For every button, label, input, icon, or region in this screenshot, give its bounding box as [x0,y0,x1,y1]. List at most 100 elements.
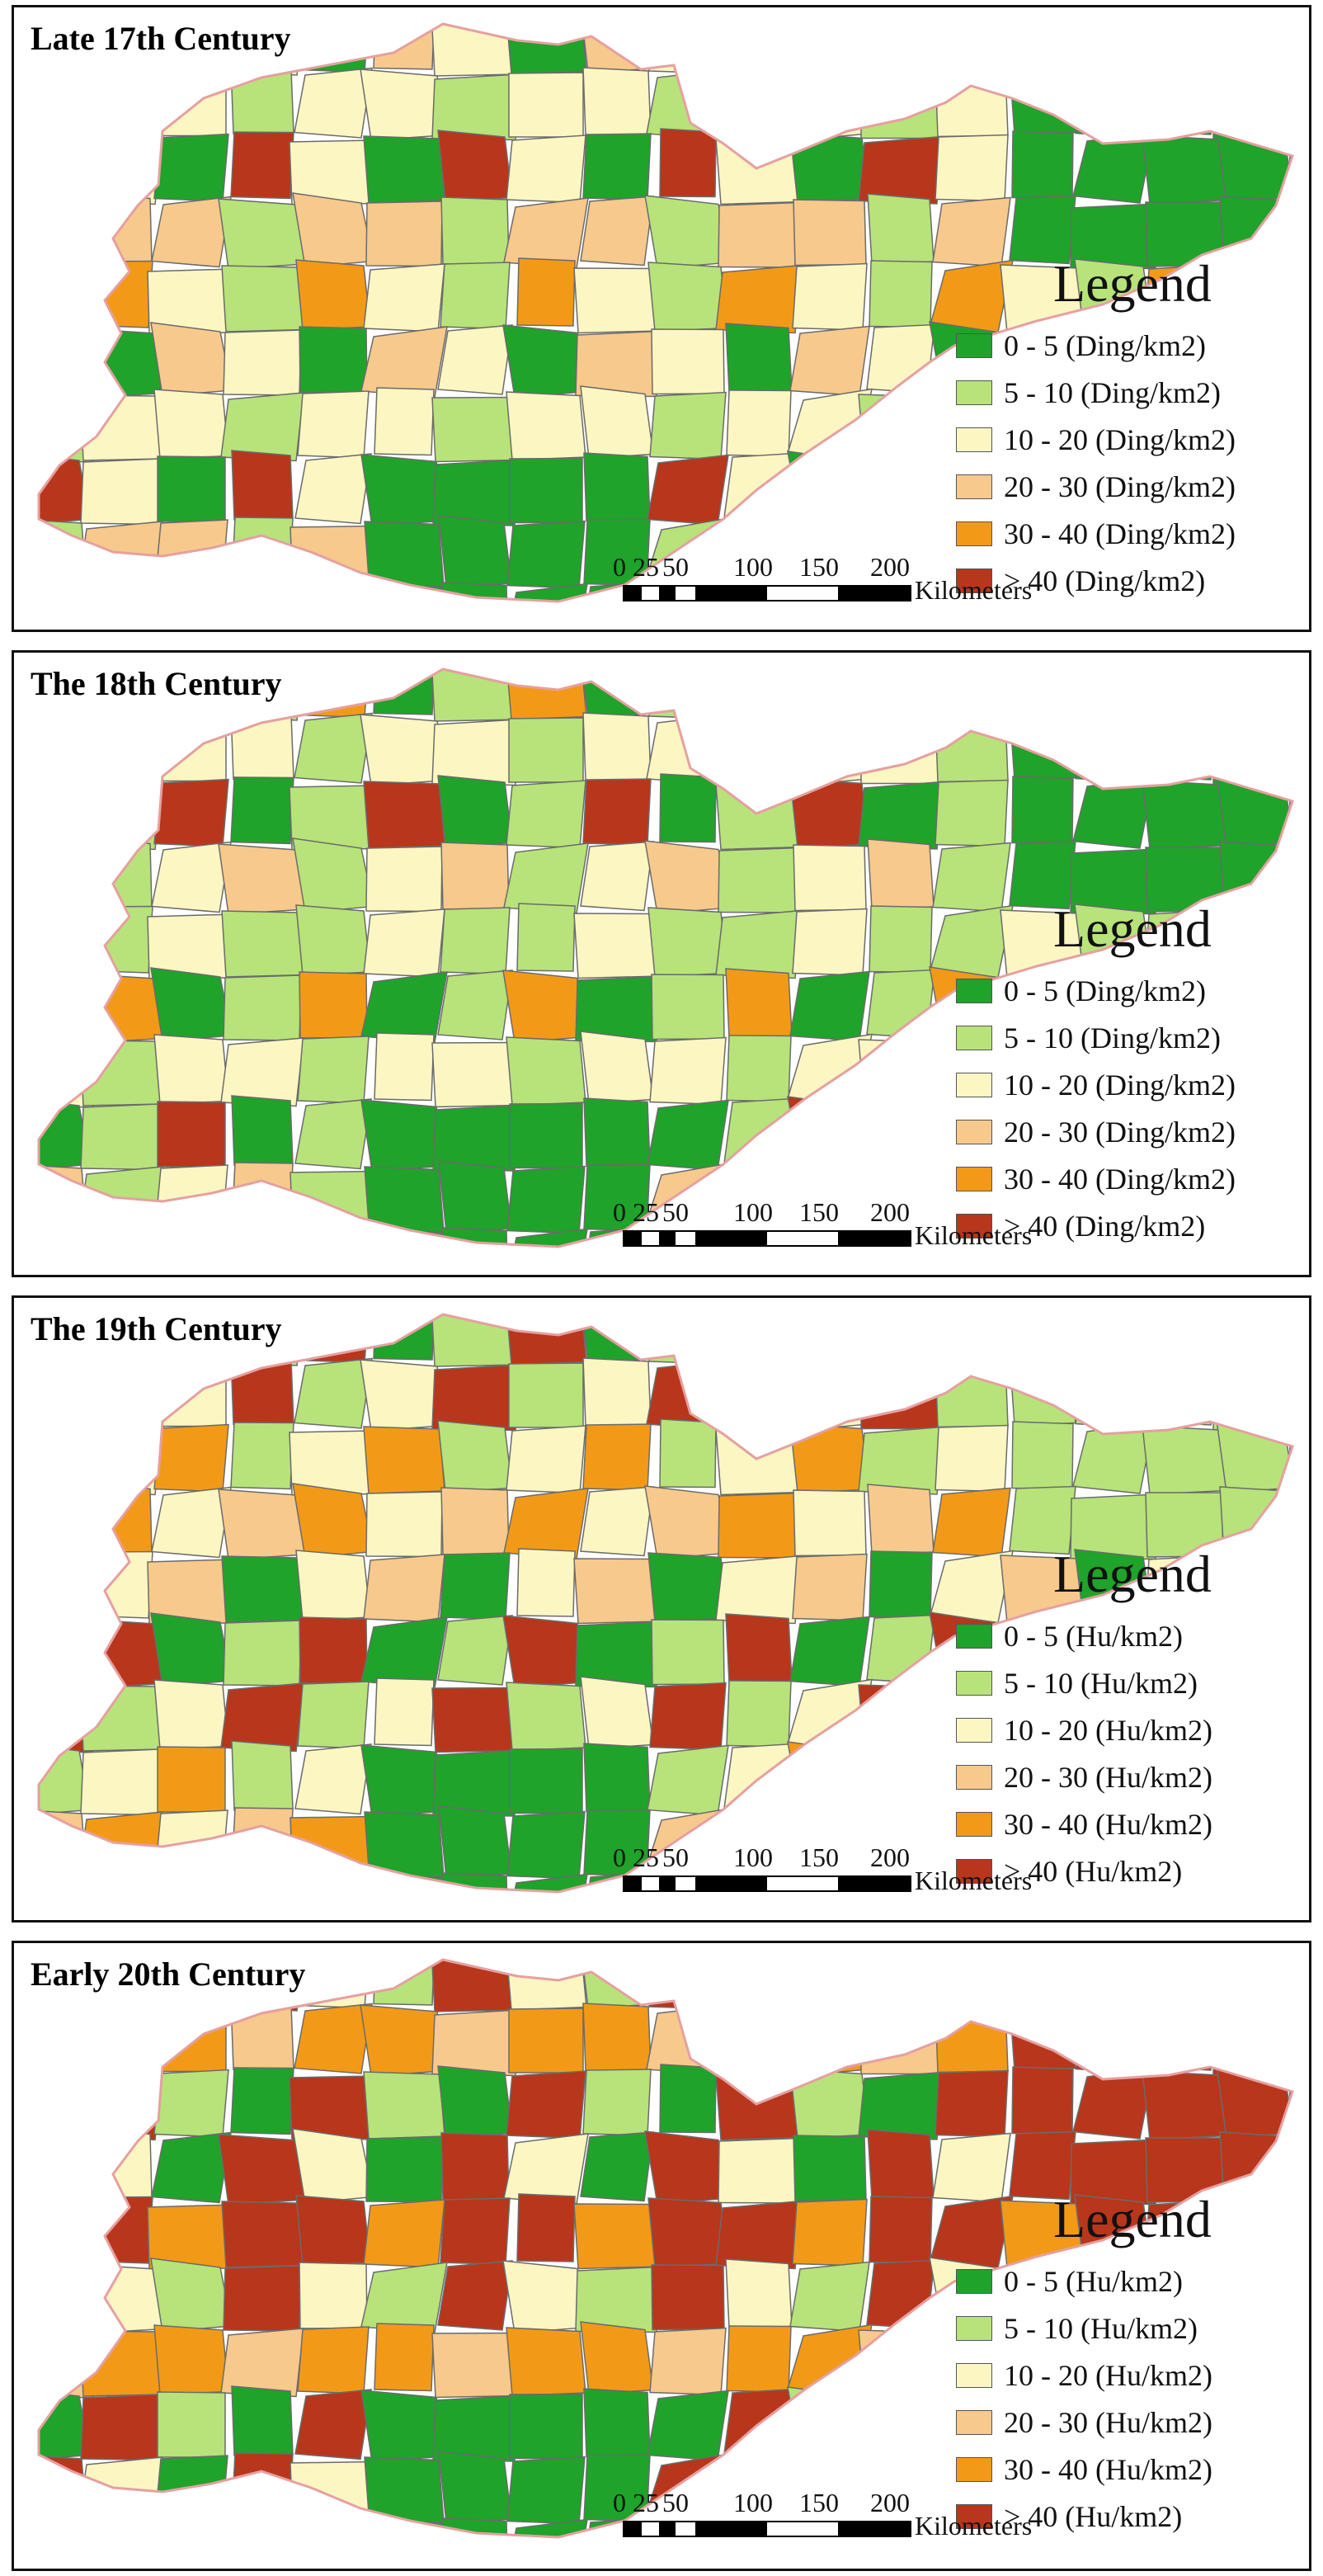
county-region [1009,1354,1076,1427]
county-region [582,778,652,846]
county-region [869,1550,933,1619]
county-region [223,1620,302,1687]
county-region [231,450,294,521]
county-region [39,585,85,602]
panel-title: The 18th Century [31,665,282,702]
county-region [582,133,652,201]
county-region [931,24,1012,75]
county-region [857,24,944,77]
scale-unit: Kilometers [915,575,1033,605]
county-region [725,669,793,717]
county-region [39,1423,88,1493]
legend-swatch [956,474,992,499]
county-region [786,1314,873,1367]
county-region [789,970,870,1042]
county-region [1011,130,1074,199]
county-region [579,669,655,719]
county-region [440,842,510,910]
county-region [220,1037,304,1107]
county-region [231,517,294,585]
county-region [725,323,793,394]
county-region [219,583,306,602]
county-region [39,199,86,266]
county-region [506,2327,586,2397]
county-region [364,2456,445,2526]
county-region [573,2203,661,2270]
legend-swatch [956,427,992,452]
county-region [152,1872,231,1892]
legend-item: > 40 (Ding/km2) [956,1208,1286,1244]
county-region [583,2388,651,2458]
scale-tick: 200 [870,1842,910,1872]
county-region [299,1616,368,1684]
legend-label: 0 - 5 (Ding/km2) [1004,329,1206,362]
county-region [861,1749,940,1815]
county-region [857,1314,944,1367]
county-region [582,2069,652,2136]
county-region [725,1613,793,1684]
county-region [150,967,233,1042]
county-region [647,2390,729,2461]
scale-bar: 0 25 50 100 150 200 Kilometers [613,1197,1108,1255]
county-region [573,267,661,334]
county-region [1288,1811,1292,1880]
county-region [440,2132,510,2201]
county-region [154,1164,228,1234]
county-region [787,451,873,526]
county-region [793,199,867,267]
county-region [290,525,377,592]
county-region [39,2454,87,2524]
county-region [1288,1748,1292,1815]
county-region [573,1558,661,1625]
county-region [1212,1365,1292,1431]
county-region [1285,1874,1292,1892]
county-region [1297,257,1309,326]
county-region [1009,709,1076,781]
scale-tick: 150 [799,552,839,582]
county-region [365,2136,443,2203]
county-region [294,1743,372,1815]
legend-item: 0 - 5 (Ding/km2) [956,973,1286,1009]
scale-unit: Kilometers [915,1220,1033,1250]
county-region [1154,669,1215,715]
legend-label: 30 - 40 (Ding/km2) [1004,1163,1236,1196]
county-region [583,1743,651,1813]
county-region [373,24,436,70]
county-region [1011,776,1074,844]
legend-label: 5 - 10 (Hu/km2) [1004,2312,1198,2345]
legend-swatch [956,521,992,546]
county-region [437,2260,513,2331]
county-region [438,2451,512,2524]
legend-swatch [956,2504,992,2529]
legend-label: 5 - 10 (Ding/km2) [1004,1021,1221,1054]
legend-swatch [956,1859,992,1884]
county-region [80,2394,161,2461]
legend-item: 5 - 10 (Hu/km2) [956,1665,1286,1701]
county-region [374,1677,435,1747]
county-region [374,2323,435,2392]
county-region [296,24,370,73]
county-region [363,1554,445,1623]
county-region [1009,1999,1076,2072]
county-region [858,2071,944,2140]
county-region [1151,2002,1217,2071]
county-region [723,1357,795,1427]
county-region [1297,1548,1309,1616]
county-region [221,265,304,333]
county-region [580,2131,654,2202]
county-region [431,24,520,77]
county-region [718,2137,800,2204]
county-region [504,583,588,602]
county-region [789,2068,870,2140]
county-region [651,328,725,395]
county-region [506,391,586,461]
county-region [221,2201,304,2268]
county-region [294,1098,372,1170]
county-region [230,64,294,135]
county-region [220,2328,304,2398]
legend-item: 30 - 40 (Ding/km2) [956,516,1286,552]
county-region [292,2128,374,2204]
legend-label: > 40 (Hu/km2) [1004,2500,1183,2533]
county-region [869,260,933,328]
county-region [858,781,944,850]
